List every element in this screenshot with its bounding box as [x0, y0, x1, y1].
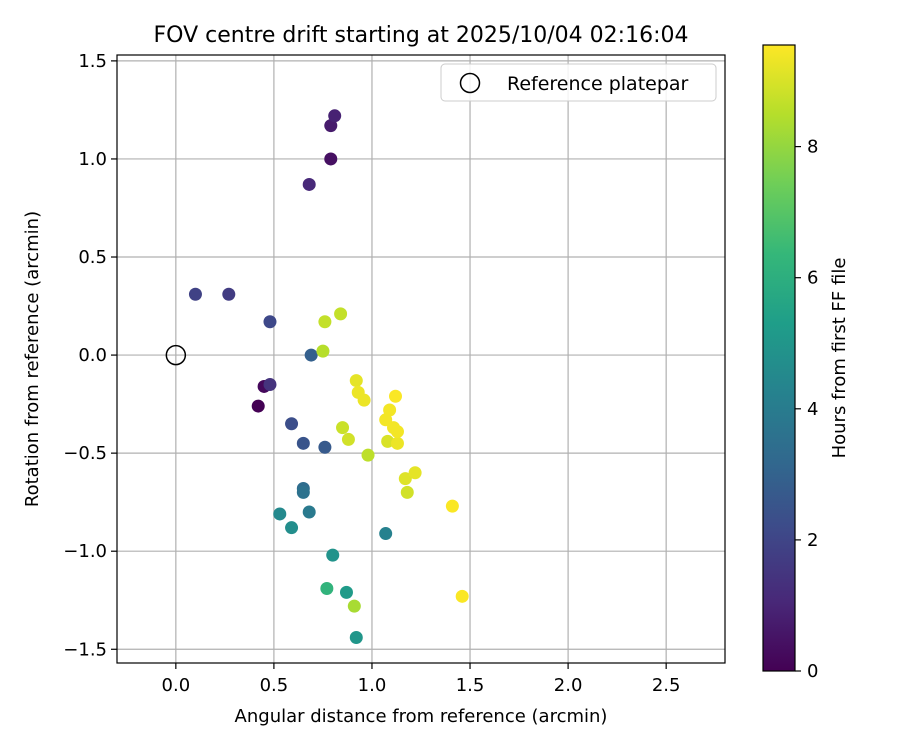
scatter-point — [357, 393, 371, 407]
scatter-point — [341, 432, 355, 446]
colorbar-strip — [762, 44, 796, 672]
scatter-point — [251, 399, 265, 413]
scatter-point — [400, 485, 414, 499]
colorbar-tick-label: 4 — [807, 399, 818, 420]
y-tick-label: −1.0 — [63, 541, 107, 562]
scatter-point — [285, 417, 299, 431]
grid — [117, 55, 725, 663]
x-tick-label: 1.0 — [358, 675, 387, 696]
scatter-point — [445, 499, 459, 513]
chart-title: FOV centre drift starting at 2025/10/04 … — [154, 23, 689, 48]
scatter-point — [296, 485, 310, 499]
x-tick-label: 2.0 — [554, 675, 583, 696]
y-tick-label: −1.5 — [63, 639, 107, 660]
y-axis-label: Rotation from reference (arcmin) — [22, 211, 43, 507]
scatter-point — [347, 599, 361, 613]
y-tick-label: 0.5 — [78, 247, 107, 268]
scatter-point — [320, 581, 334, 595]
scatter-point — [339, 585, 353, 599]
colorbar-tick-label: 6 — [807, 268, 818, 289]
scatter-point — [263, 315, 277, 329]
scatter-point — [318, 315, 332, 329]
scatter-point — [304, 348, 318, 362]
legend-reference-marker — [459, 72, 481, 94]
scatter-point — [263, 377, 277, 391]
scatter-point — [383, 403, 397, 417]
scatter-point — [390, 425, 404, 439]
scatter-point — [302, 177, 316, 191]
colorbar-tick-label: 2 — [807, 530, 818, 551]
scatter-point — [296, 436, 310, 450]
scatter-point — [349, 631, 363, 645]
legend-box — [440, 63, 717, 102]
scatter-point — [336, 421, 350, 435]
scatter-point — [349, 374, 363, 388]
scatter-point — [379, 527, 393, 541]
scatter-point — [222, 287, 236, 301]
scatter-point — [326, 548, 340, 562]
y-tick-label: 1.5 — [78, 51, 107, 72]
scatter-point — [408, 466, 422, 480]
scatter-point — [188, 287, 202, 301]
colorbar-tick-label: 0 — [807, 661, 818, 682]
reference-platepar-marker — [165, 344, 187, 366]
scatter-point — [455, 589, 469, 603]
x-axis-label: Angular distance from reference (arcmin) — [235, 706, 608, 727]
x-tick-label: 2.5 — [652, 675, 681, 696]
y-tick-label: −0.5 — [63, 443, 107, 464]
legend-label: Reference platepar — [507, 73, 689, 95]
x-tick-label: 0.0 — [162, 675, 191, 696]
scatter-point — [381, 434, 395, 448]
legend: Reference platepar — [440, 63, 717, 102]
colorbar-tick-label: 8 — [807, 137, 818, 158]
scatter-point — [389, 389, 403, 403]
colorbar-label: Hours from first FF file — [829, 258, 850, 459]
x-tick-label: 1.5 — [456, 675, 485, 696]
scatter-point — [273, 507, 287, 521]
scatter-point — [324, 152, 338, 166]
y-tick-label: 1.0 — [78, 149, 107, 170]
scatter-point — [324, 119, 338, 133]
scatter-point — [318, 440, 332, 454]
scatter-point — [285, 521, 299, 535]
y-tick-label: 0.0 — [78, 345, 107, 366]
axis-ticks: 0.0 0.5 1.0 1.5 2.0 2.5 −1.5 −1.0 −0.5 0.0 0.5 1.0 1… — [63, 51, 680, 696]
scatter-point — [334, 307, 348, 321]
plot-area — [117, 55, 725, 663]
scatter-point — [361, 448, 375, 462]
scatter-point — [328, 109, 342, 123]
colorbar-ticks: 0 2 4 6 8 — [795, 137, 818, 682]
scatter-points — [188, 109, 469, 645]
scatter-point — [316, 344, 330, 358]
x-tick-label: 0.5 — [260, 675, 289, 696]
scatter-point — [390, 436, 404, 450]
scatter-point — [398, 472, 412, 486]
plot-frame — [116, 54, 726, 664]
colorbar: 0 2 4 6 8 Hours from first FF file — [762, 44, 850, 682]
scatter-point — [302, 505, 316, 519]
